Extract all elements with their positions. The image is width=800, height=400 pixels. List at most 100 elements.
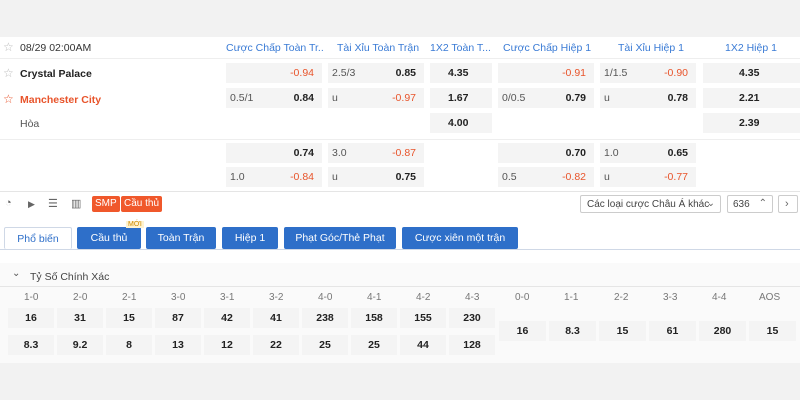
match-datetime: 08/29 02:00AM (20, 42, 92, 54)
favorite-away-star-icon[interactable]: ☆ (3, 92, 14, 106)
odds-cell-ou-r5[interactable]: u 0.75 (328, 167, 424, 187)
score-odds-cell[interactable]: 25 (302, 335, 348, 355)
score-odds-cell[interactable]: 13 (155, 335, 201, 355)
row-separator (0, 139, 800, 140)
score-odds-cell[interactable]: 280 (699, 321, 746, 341)
score-odds-cell[interactable]: 41 (253, 308, 299, 328)
score-header: 3-3 (663, 292, 678, 303)
odds-cell-h1-ou-r2[interactable]: u 0.78 (600, 88, 696, 108)
score-odds-cell[interactable]: 230 (449, 308, 495, 328)
chevron-down-icon: ⌄ (706, 198, 715, 209)
score-odds-cell[interactable]: 9.2 (57, 335, 103, 355)
smp-tag[interactable]: SMP (92, 196, 120, 212)
odds-cell-ou-r4[interactable]: 3.0 -0.87 (328, 143, 424, 163)
score-header: 0-0 (515, 292, 530, 303)
score-header: AOS (759, 292, 781, 303)
odds-cell-h1-ou-r1[interactable]: 1/1.5 -0.90 (600, 63, 696, 83)
tab-full-match[interactable]: Toàn Trận (146, 227, 216, 249)
score-odds-cell[interactable]: 8 (106, 335, 152, 355)
odds-cell-ah-r5[interactable]: 1.0 -0.84 (226, 167, 322, 187)
score-header: 4-0 (318, 292, 333, 303)
score-odds-cell[interactable]: 155 (400, 308, 446, 328)
odds-cell-h1-ah-r1[interactable]: -0.91 (498, 63, 594, 83)
tab-player[interactable]: Cầu thủ (77, 227, 141, 249)
header-1x2-half: 1X2 Hiệp 1 (725, 42, 777, 54)
score-odds-cell[interactable]: 128 (449, 335, 495, 355)
odds-cell-1x2-r2[interactable]: 1.67 (430, 88, 492, 108)
odds-cell-h1-1x2-r1[interactable]: 4.35 (703, 63, 800, 83)
stats-icon[interactable]: ◔ (5, 197, 12, 209)
favorite-star-icon[interactable]: ☆ (3, 40, 14, 54)
score-odds-cell[interactable]: 12 (204, 335, 250, 355)
score-odds-cell[interactable]: 31 (57, 308, 103, 328)
score-odds-cell[interactable]: 8.3 (8, 335, 54, 355)
play-icon[interactable]: ▶ (28, 199, 35, 209)
odds-cell-h1-ou-r4[interactable]: 1.0 0.65 (600, 143, 696, 163)
odds-cell-1x2-r3[interactable]: 4.00 (430, 113, 492, 133)
score-odds-cell[interactable]: 15 (106, 308, 152, 328)
chart-icon[interactable]: ▥ (71, 198, 82, 210)
list-icon[interactable]: ☰ (48, 198, 58, 210)
score-odds-cell[interactable]: 8.3 (549, 321, 596, 341)
odds-cell-ah-r2[interactable]: 0.5/1 0.84 (226, 88, 322, 108)
odds-cell-h1-1x2-r3[interactable]: 2.39 (703, 113, 800, 133)
score-header: 4-2 (416, 292, 431, 303)
score-odds-cell[interactable]: 158 (351, 308, 397, 328)
odds-cell-ah-r4[interactable]: 0.74 (226, 143, 322, 163)
score-odds-cell[interactable]: 25 (351, 335, 397, 355)
odds-cell-h1-ou-r5[interactable]: u -0.77 (600, 167, 696, 187)
header-ah-full: Cược Chấp Toàn Tr... (226, 42, 324, 54)
player-tag[interactable]: Cầu thủ (121, 196, 163, 212)
odds-cell-ou-r1[interactable]: 2.5/3 0.85 (328, 63, 424, 83)
score-odds-cell[interactable]: 44 (400, 335, 446, 355)
score-header: 3-0 (171, 292, 186, 303)
odds-header-row: ☆ 08/29 02:00AM Cược Chấp Toàn Tr... Tài… (0, 37, 800, 59)
score-header: 3-1 (220, 292, 235, 303)
score-odds-cell[interactable]: 22 (253, 335, 299, 355)
market-count[interactable]: 636 ⌃ (727, 195, 773, 213)
odds-cell-1x2-r1[interactable]: 4.35 (430, 63, 492, 83)
odds-cell-h1-ah-r4[interactable]: 0.70 (498, 143, 594, 163)
header-ou-full: Tài Xỉu Toàn Trận (337, 42, 420, 54)
next-button[interactable]: › (778, 195, 798, 213)
score-odds-cell[interactable]: 61 (649, 321, 696, 341)
market-count-value: 636 (733, 199, 750, 210)
header-ou-half: Tài Xỉu Hiệp 1 (618, 42, 684, 54)
score-header: 1-1 (564, 292, 579, 303)
score-odds-cell[interactable]: 15 (599, 321, 646, 341)
tab-popular[interactable]: Phổ biến (4, 227, 72, 249)
toolbar-divider (0, 191, 800, 192)
tab-corners-cards[interactable]: Phạt Góc/Thẻ Phạt (284, 227, 396, 249)
score-header: 2-1 (122, 292, 137, 303)
score-odds-cell[interactable]: 16 (499, 321, 546, 341)
score-odds-cell[interactable]: 238 (302, 308, 348, 328)
market-select[interactable]: Các loại cược Châu Á khác ⌄ (580, 195, 721, 213)
score-odds-cell[interactable]: 87 (155, 308, 201, 328)
odds-cell-h1-1x2-r2[interactable]: 2.21 (703, 88, 800, 108)
correct-score-title: Tỷ Số Chính Xác (30, 271, 110, 283)
collapse-chevron-icon[interactable]: ⌄ (12, 268, 21, 279)
score-odds-cell[interactable]: 15 (749, 321, 796, 341)
score-header: 3-2 (269, 292, 284, 303)
chevron-right-icon: › (785, 198, 789, 210)
odds-cell-ou-r2[interactable]: u -0.97 (328, 88, 424, 108)
score-header: 4-4 (712, 292, 727, 303)
draw-label: Hòa (20, 118, 40, 130)
section-divider (0, 286, 800, 287)
tab-first-half[interactable]: Hiệp 1 (222, 227, 278, 249)
score-header: 2-0 (73, 292, 88, 303)
score-odds-cell[interactable]: 16 (8, 308, 54, 328)
tab-same-game-parlay[interactable]: Cược xiên một trận (402, 227, 518, 249)
score-header: 4-1 (367, 292, 382, 303)
favorite-home-star-icon[interactable]: ☆ (3, 66, 14, 80)
chevron-up-icon: ⌃ (758, 198, 767, 209)
odds-cell-ah-r1[interactable]: -0.94 (226, 63, 322, 83)
market-select-label: Các loại cược Châu Á khác (587, 199, 710, 210)
top-band (0, 0, 800, 37)
away-team: Manchester City (20, 94, 102, 106)
tabs-baseline (0, 249, 800, 250)
score-header: 1-0 (24, 292, 39, 303)
score-odds-cell[interactable]: 42 (204, 308, 250, 328)
odds-cell-h1-ah-r5[interactable]: 0.5 -0.82 (498, 167, 594, 187)
odds-cell-h1-ah-r2[interactable]: 0/0.5 0.79 (498, 88, 594, 108)
